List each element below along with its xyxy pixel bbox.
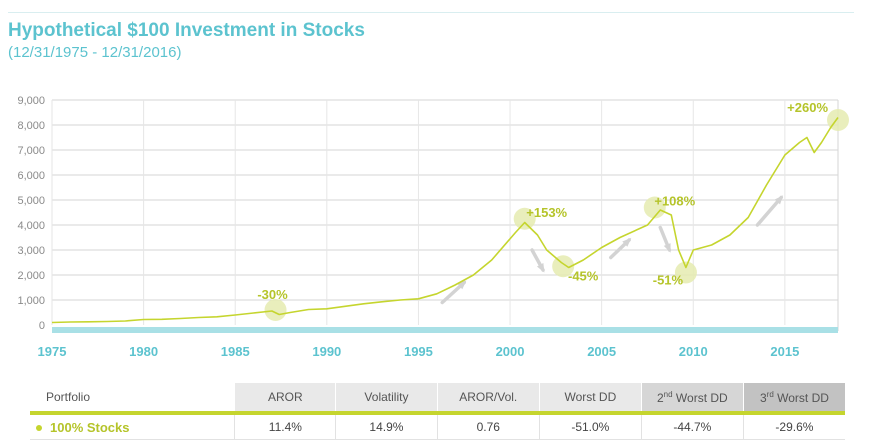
y-tick-label: 0 xyxy=(39,320,45,332)
line-chart: 0 1,000 2,000 3,000 4,000 5,000 6,000 7,000 8,00… xyxy=(17,95,849,359)
series xyxy=(51,117,839,324)
header-portfolio: Portfolio xyxy=(30,383,235,411)
row-portfolio-name: 100% Stocks xyxy=(30,415,235,440)
series-line xyxy=(51,117,839,324)
annotation-label: -45% xyxy=(568,268,599,283)
header-third-text: Worst DD xyxy=(773,390,829,405)
header-third-sup: rd xyxy=(766,389,774,399)
header-second-num: 2 xyxy=(656,390,664,405)
annotation-label: -30% xyxy=(257,287,288,302)
grid xyxy=(51,99,839,333)
row-volatility: 14.9% xyxy=(335,415,438,440)
header-aror: AROR xyxy=(234,383,336,411)
annotation-label: +108% xyxy=(654,194,695,209)
header-aror-vol: AROR/Vol. xyxy=(436,383,540,411)
x-tick-label: 1980 xyxy=(129,344,158,359)
row-worst-dd: -51.0% xyxy=(538,415,642,440)
x-axis: 1975 1980 1985 1990 1995 2000 2005 2010 2015 xyxy=(38,344,800,359)
y-tick-label: 9,000 xyxy=(17,95,45,107)
table-header-row: Portfolio AROR Volatility AROR/Vol. Wors… xyxy=(30,383,845,411)
x-axis-band xyxy=(52,327,838,333)
portfolio-stats-table: Portfolio AROR Volatility AROR/Vol. Wors… xyxy=(30,383,845,440)
x-tick-label: 2000 xyxy=(496,344,525,359)
table-row: 100% Stocks 11.4% 14.9% 0.76 -51.0% -44.… xyxy=(30,415,845,440)
series-dot-icon xyxy=(36,425,42,432)
trend-arrows xyxy=(440,195,784,305)
y-tick-label: 7,000 xyxy=(17,145,45,157)
chart-subtitle: (12/31/1975 - 12/31/2016) xyxy=(8,44,182,61)
y-axis: 0 1,000 2,000 3,000 4,000 5,000 6,000 7,000 8,00… xyxy=(17,95,45,332)
trend-arrow-head-icon xyxy=(536,263,545,273)
y-tick-label: 1,000 xyxy=(17,295,45,307)
annotations: -30% +153% -45% +108% -51% +260% xyxy=(257,100,828,302)
header-third-worst-dd: 3rd Worst DD xyxy=(742,383,845,411)
annotation-label: -51% xyxy=(653,273,684,288)
highlight-circle xyxy=(552,255,575,278)
y-tick-label: 8,000 xyxy=(17,120,45,132)
trend-arrow-head-icon xyxy=(663,243,671,253)
header-second-text: Worst DD xyxy=(672,390,728,405)
y-tick-label: 3,000 xyxy=(17,245,45,257)
highlight-circle xyxy=(513,207,536,230)
highlight-circle xyxy=(264,299,287,321)
annotation-label: +153% xyxy=(526,205,567,220)
x-tick-label: 1985 xyxy=(221,344,250,359)
highlight-circle xyxy=(643,196,666,219)
header-second-sup: nd xyxy=(663,389,673,399)
trend-arrow-head-icon xyxy=(774,195,784,205)
x-tick-label: 2015 xyxy=(770,344,799,359)
header-worst-dd: Worst DD xyxy=(538,383,642,411)
x-tick-label: 1975 xyxy=(38,344,67,359)
y-tick-label: 5,000 xyxy=(17,195,45,207)
y-tick-label: 2,000 xyxy=(17,270,45,282)
header-divider xyxy=(8,12,854,13)
row-aror-vol: 0.76 xyxy=(436,415,540,440)
trend-arrow-shaft xyxy=(755,195,783,227)
row-third-worst-dd: -29.6% xyxy=(742,415,845,440)
chart-title: Hypothetical $100 Investment in Stocks xyxy=(8,20,365,41)
x-tick-label: 2005 xyxy=(587,344,616,359)
row-second-worst-dd: -44.7% xyxy=(640,415,744,440)
x-tick-label: 2010 xyxy=(679,344,708,359)
row-name-label: 100% Stocks xyxy=(50,419,130,435)
highlight-circle xyxy=(674,261,697,284)
x-tick-label: 1990 xyxy=(312,344,341,359)
header-third-num: 3 xyxy=(759,390,767,405)
header-second-worst-dd: 2nd Worst DD xyxy=(640,383,744,411)
y-tick-label: 6,000 xyxy=(17,170,45,182)
x-tick-label: 1995 xyxy=(404,344,433,359)
trend-arrow-head-icon xyxy=(622,237,632,247)
row-aror: 11.4% xyxy=(234,415,336,440)
table-separator xyxy=(30,411,845,415)
trend-arrow-head-icon xyxy=(457,280,467,290)
header-volatility: Volatility xyxy=(335,383,438,411)
y-tick-label: 4,000 xyxy=(17,220,45,232)
annotation-label: +260% xyxy=(787,100,828,115)
